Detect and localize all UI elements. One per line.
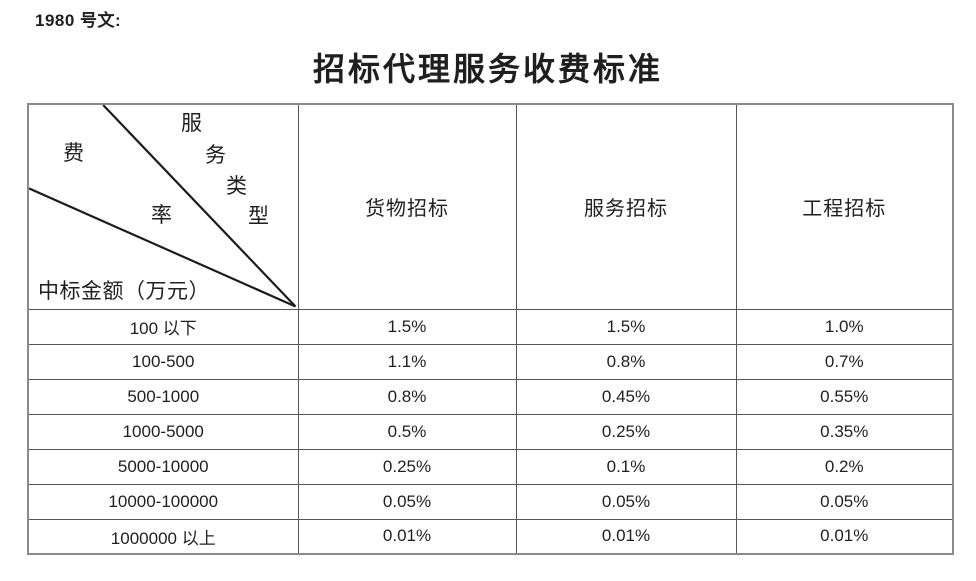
amount-range-cell: 100 以下	[27, 308, 299, 345]
page-title: 招标代理服务收费标准	[312, 51, 663, 87]
table-row: 100 以下 1.5% 1.5% 1.0%	[27, 308, 954, 345]
goods-rate-cell: 0.5%	[297, 413, 517, 450]
service-rate-cell: 0.8%	[515, 343, 737, 380]
works-rate-cell: 0.2%	[735, 448, 954, 485]
column-header-works: 工程招标	[735, 103, 954, 310]
service-rate-cell: 0.1%	[515, 448, 737, 485]
goods-rate-cell: 0.25%	[297, 448, 517, 485]
service-rate-cell: 0.25%	[515, 413, 737, 450]
table-row: 10000-100000 0.05% 0.05% 0.05%	[27, 483, 954, 520]
service-rate-cell: 1.5%	[515, 308, 737, 345]
works-rate-cell: 0.55%	[735, 378, 954, 415]
amount-range-cell: 10000-100000	[27, 483, 299, 520]
table-corner-cell: 服 务 类 型 费 率 中标金额（万元）	[27, 103, 299, 310]
works-rate-cell: 0.7%	[735, 343, 954, 380]
works-rate-cell: 1.0%	[735, 308, 954, 345]
table-row: 1000000 以上 0.01% 0.01% 0.01%	[27, 518, 954, 555]
goods-rate-cell: 0.01%	[297, 518, 517, 555]
column-header-goods: 货物招标	[297, 103, 517, 310]
goods-rate-cell: 1.1%	[297, 343, 517, 380]
service-rate-cell: 0.01%	[515, 518, 737, 555]
column-header-service: 服务招标	[515, 103, 737, 310]
amount-range-cell: 1000000 以上	[27, 518, 299, 555]
amount-range-cell: 5000-10000	[27, 448, 299, 485]
service-rate-cell: 0.05%	[515, 483, 737, 520]
corner-rate-char: 率	[151, 203, 172, 227]
table-row: 100-500 1.1% 0.8% 0.7%	[27, 343, 954, 380]
corner-service-type-char: 类	[226, 174, 247, 198]
corner-service-type-char: 型	[248, 204, 269, 228]
header-row: 服 务 类 型 费 率 中标金额（万元） 货物招标 服务招标 工程招标	[27, 103, 954, 310]
works-rate-cell: 0.05%	[735, 483, 954, 520]
goods-rate-cell: 0.05%	[297, 483, 517, 520]
works-rate-cell: 0.01%	[735, 518, 954, 555]
document-reference: 1980 号文:	[35, 11, 122, 30]
table-row: 1000-5000 0.5% 0.25% 0.35%	[27, 413, 954, 450]
diagonal-divider-lines	[29, 105, 297, 308]
corner-rate-char: 费	[63, 141, 84, 165]
corner-amount-label: 中标金额（万元）	[38, 278, 210, 303]
corner-service-type-char: 服	[181, 111, 202, 135]
amount-range-cell: 500-1000	[27, 378, 299, 415]
amount-range-cell: 1000-5000	[27, 413, 299, 450]
table-row: 5000-10000 0.25% 0.1% 0.2%	[27, 448, 954, 485]
goods-rate-cell: 0.8%	[297, 378, 517, 415]
service-rate-cell: 0.45%	[515, 378, 737, 415]
amount-range-cell: 100-500	[27, 343, 299, 380]
works-rate-cell: 0.35%	[735, 413, 954, 450]
fee-standard-table: 服 务 类 型 费 率 中标金额（万元） 货物招标 服务招标 工程招标 100 …	[27, 103, 954, 555]
corner-service-type-char: 务	[205, 143, 226, 167]
goods-rate-cell: 1.5%	[297, 308, 517, 345]
table-row: 500-1000 0.8% 0.45% 0.55%	[27, 378, 954, 415]
